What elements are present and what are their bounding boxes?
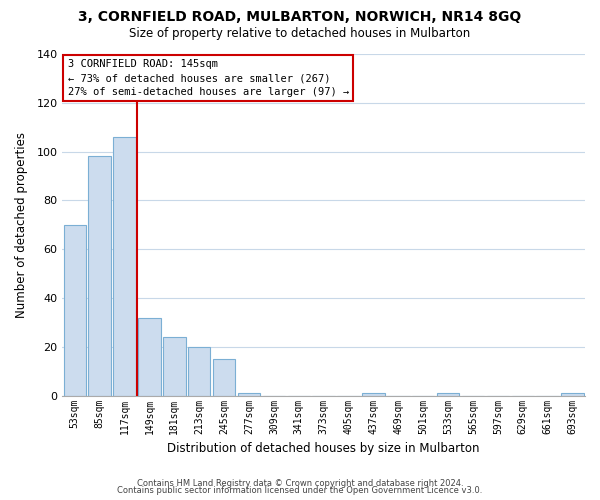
Bar xyxy=(437,393,460,396)
Text: Size of property relative to detached houses in Mulbarton: Size of property relative to detached ho… xyxy=(130,28,470,40)
Bar xyxy=(113,137,136,396)
Bar xyxy=(562,393,584,396)
Bar xyxy=(213,359,235,396)
Bar xyxy=(88,156,111,396)
Bar xyxy=(138,318,161,396)
Text: 3 CORNFIELD ROAD: 145sqm
← 73% of detached houses are smaller (267)
27% of semi-: 3 CORNFIELD ROAD: 145sqm ← 73% of detach… xyxy=(68,59,349,97)
Bar xyxy=(238,393,260,396)
Text: Contains HM Land Registry data © Crown copyright and database right 2024.: Contains HM Land Registry data © Crown c… xyxy=(137,478,463,488)
Text: Contains public sector information licensed under the Open Government Licence v3: Contains public sector information licen… xyxy=(118,486,482,495)
Bar xyxy=(64,225,86,396)
Bar xyxy=(163,337,185,396)
Bar xyxy=(362,393,385,396)
Text: 3, CORNFIELD ROAD, MULBARTON, NORWICH, NR14 8GQ: 3, CORNFIELD ROAD, MULBARTON, NORWICH, N… xyxy=(79,10,521,24)
X-axis label: Distribution of detached houses by size in Mulbarton: Distribution of detached houses by size … xyxy=(167,442,480,455)
Bar xyxy=(188,347,211,396)
Y-axis label: Number of detached properties: Number of detached properties xyxy=(15,132,28,318)
